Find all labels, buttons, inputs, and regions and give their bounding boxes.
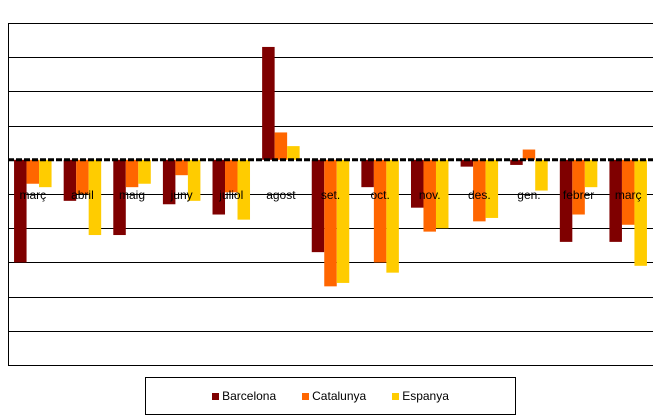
category-label: març [615,188,642,202]
bar-espanya-5 [287,146,300,160]
legend-swatch-catalunya [302,392,310,400]
bar-catalunya-6 [324,159,337,287]
bar-catalunya-12 [621,159,635,225]
bar-barcelona-1 [63,159,77,201]
bar-barcelona-5 [262,46,275,160]
bar-barcelona-9 [460,159,474,167]
legend-label-catalunya: Catalunya [312,389,367,403]
category-label: gen. [517,188,540,202]
bar-catalunya-10 [522,149,536,160]
bar-barcelona-7 [361,159,374,188]
category-label: juliol [218,188,243,202]
bar-catalunya-9 [473,159,486,222]
category-labels: març abril maig juny juliol agost set. oct. nov.… [19,188,641,202]
bar-catalunya-7 [373,159,387,263]
category-label: des. [468,188,491,202]
category-label: febrer [563,188,594,202]
category-label: nov. [419,188,441,202]
bar-espanya-11 [584,159,598,188]
category-label: març [19,188,46,202]
bar-barcelona-2 [113,159,126,236]
legend-label-barcelona: Barcelona [222,389,277,403]
bar-catalunya-4 [225,159,238,193]
legend-swatch-espanya [392,392,400,400]
bar-catalunya-1 [76,159,89,194]
bar-barcelona-11 [559,159,573,242]
bar-chart: març abril maig juny juliol agost set. oct. nov.… [8,23,653,366]
bar-barcelona-6 [311,159,325,253]
bar-espanya-8 [435,159,449,229]
category-label: agost [266,188,296,202]
bar-espanya-10 [535,159,548,191]
category-label: abril [71,188,94,202]
bar-barcelona-12 [609,159,622,242]
bar-espanya-0 [39,159,52,188]
bar-espanya-2 [138,159,151,184]
bars [14,46,647,287]
bar-catalunya-2 [125,159,139,188]
category-label: maig [119,188,145,202]
bar-barcelona-0 [14,159,27,263]
bar-espanya-7 [386,159,399,273]
bar-espanya-12 [634,159,647,266]
bar-catalunya-0 [26,159,40,184]
bar-catalunya-5 [274,132,288,160]
bar-espanya-3 [187,159,201,201]
bar-espanya-4 [237,159,251,220]
bar-barcelona-10 [510,159,523,165]
bar-espanya-9 [485,159,499,218]
category-label: juny [170,188,193,202]
legend-item-barcelona: Barcelona [212,389,276,403]
bar-barcelona-3 [162,159,176,205]
bar-barcelona-8 [410,159,424,208]
bar-catalunya-3 [175,159,188,176]
legend: Barcelona Catalunya Espanya [145,377,516,415]
legend-item-catalunya: Catalunya [302,389,366,403]
bar-espanya-1 [88,159,102,236]
bar-espanya-6 [336,159,350,283]
bar-catalunya-11 [572,159,585,215]
bar-catalunya-8 [423,159,436,232]
legend-swatch-barcelona [212,392,220,400]
bar-barcelona-4 [212,159,226,215]
legend-item-espanya: Espanya [392,389,449,403]
category-label: set. [321,188,340,202]
legend-label-espanya: Espanya [402,389,449,403]
category-label: oct. [370,188,389,202]
